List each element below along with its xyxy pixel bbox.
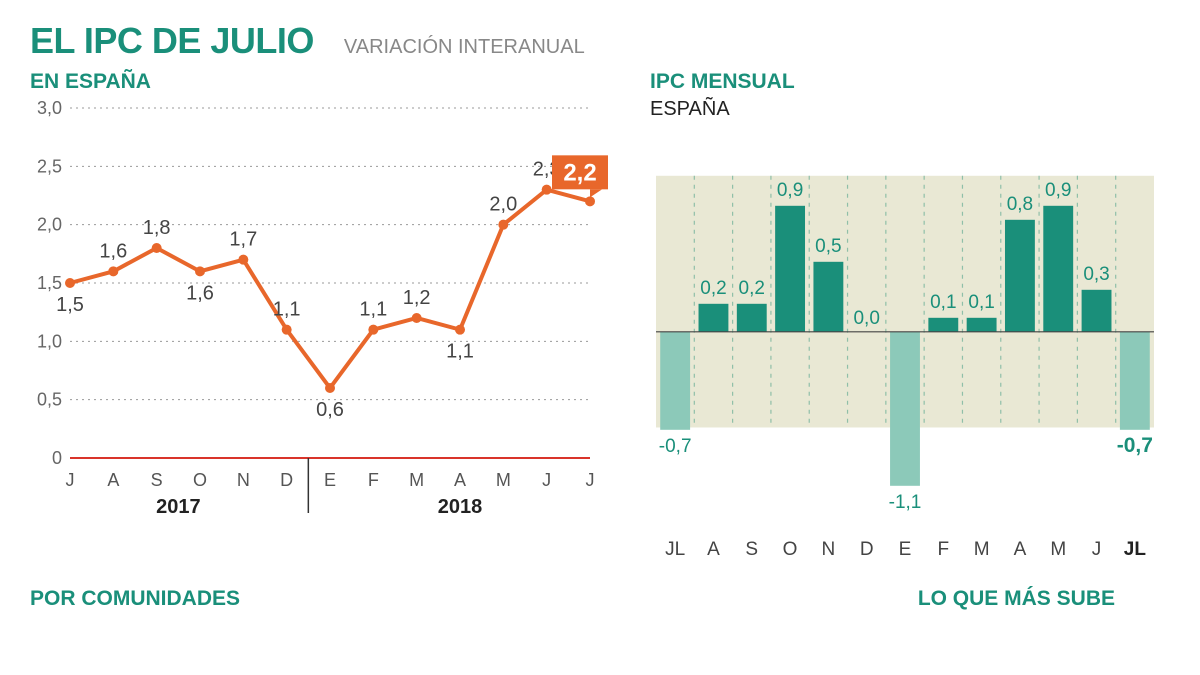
svg-text:1,2: 1,2 <box>403 287 431 309</box>
svg-text:M: M <box>1050 539 1066 560</box>
svg-text:JL: JL <box>665 539 685 560</box>
svg-text:M: M <box>496 470 511 490</box>
svg-text:1,0: 1,0 <box>37 331 62 351</box>
svg-text:2017: 2017 <box>156 496 201 518</box>
svg-text:0,1: 0,1 <box>968 292 994 313</box>
svg-text:M: M <box>974 539 990 560</box>
bar-chart-subheader: ESPAÑA <box>650 98 1160 121</box>
bottom-right-label: LO QUE MÁS SUBE <box>918 587 1115 611</box>
svg-text:0,3: 0,3 <box>1083 264 1109 285</box>
bottom-left-label: POR COMUNIDADES <box>30 587 240 611</box>
svg-text:0,5: 0,5 <box>37 390 62 410</box>
svg-text:A: A <box>1014 539 1027 560</box>
svg-text:M: M <box>409 470 424 490</box>
svg-text:0,2: 0,2 <box>700 278 726 299</box>
bar-chart: -0,7 0,2 0,2 0,9 0,5 0,0 -1,1 0,1 0,1 0,8 0,9 0,3 -0… <box>650 129 1160 569</box>
line-chart-header: EN ESPAÑA <box>30 70 610 94</box>
line-chart: 0 0,5 1,0 1,5 2,0 2,5 3,0 J A S O N D E F M A M J J 2017 2018… <box>30 98 610 528</box>
svg-text:1,7: 1,7 <box>229 229 257 251</box>
svg-text:1,1: 1,1 <box>273 299 301 321</box>
svg-text:D: D <box>280 470 293 490</box>
svg-text:0,1: 0,1 <box>930 292 956 313</box>
svg-text:2,2: 2,2 <box>563 159 596 186</box>
svg-text:O: O <box>193 470 207 490</box>
svg-text:JL: JL <box>1124 539 1147 560</box>
subtitle: VARIACIÓN INTERANUAL <box>344 36 585 59</box>
svg-text:-0,7: -0,7 <box>1117 434 1153 457</box>
svg-text:F: F <box>938 539 950 560</box>
svg-text:D: D <box>860 539 874 560</box>
svg-text:0,8: 0,8 <box>1007 194 1033 215</box>
svg-text:2018: 2018 <box>438 496 483 518</box>
svg-text:E: E <box>899 539 912 560</box>
svg-text:1,6: 1,6 <box>186 282 214 304</box>
svg-text:1,1: 1,1 <box>359 299 387 321</box>
bar-chart-header: IPC MENSUAL <box>650 70 1160 94</box>
svg-text:S: S <box>745 539 758 560</box>
svg-text:0: 0 <box>52 448 62 468</box>
svg-text:2,0: 2,0 <box>489 194 517 216</box>
svg-text:1,8: 1,8 <box>143 217 171 239</box>
svg-text:J: J <box>1092 539 1102 560</box>
svg-text:2,5: 2,5 <box>37 156 62 176</box>
svg-text:E: E <box>324 470 336 490</box>
svg-text:-0,7: -0,7 <box>659 436 692 457</box>
svg-text:F: F <box>368 470 379 490</box>
svg-text:1,1: 1,1 <box>446 341 474 363</box>
svg-text:J: J <box>66 470 75 490</box>
svg-text:1,5: 1,5 <box>37 273 62 293</box>
svg-text:1,5: 1,5 <box>56 294 84 316</box>
svg-text:S: S <box>151 470 163 490</box>
svg-text:0,9: 0,9 <box>1045 180 1071 201</box>
svg-text:0,5: 0,5 <box>815 236 841 257</box>
svg-text:2,0: 2,0 <box>37 215 62 235</box>
svg-text:A: A <box>707 539 720 560</box>
svg-text:1,6: 1,6 <box>99 240 127 262</box>
svg-text:-1,1: -1,1 <box>889 492 922 513</box>
svg-text:3,0: 3,0 <box>37 98 62 118</box>
main-title: EL IPC DE JULIO <box>30 20 314 62</box>
svg-text:J: J <box>586 470 595 490</box>
svg-text:0,0: 0,0 <box>853 308 879 329</box>
svg-text:0,6: 0,6 <box>316 399 344 421</box>
svg-text:0,9: 0,9 <box>777 180 803 201</box>
svg-text:N: N <box>822 539 836 560</box>
svg-text:O: O <box>783 539 798 560</box>
svg-text:J: J <box>542 470 551 490</box>
svg-text:N: N <box>237 470 250 490</box>
svg-text:A: A <box>107 470 119 490</box>
svg-text:0,2: 0,2 <box>739 278 765 299</box>
svg-text:A: A <box>454 470 466 490</box>
